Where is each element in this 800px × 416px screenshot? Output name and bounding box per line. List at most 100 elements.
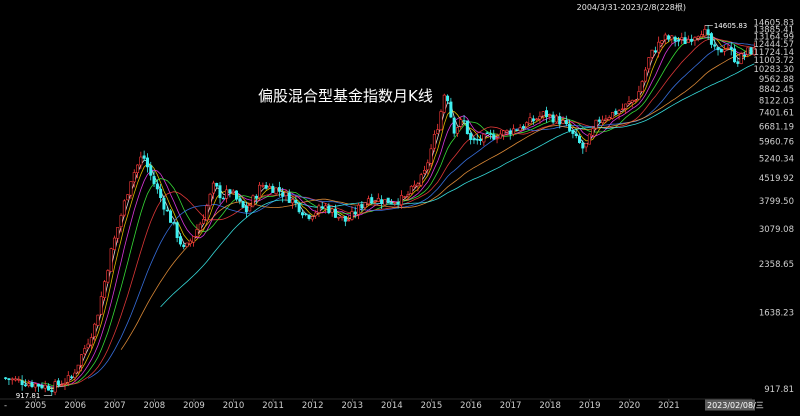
candle-body	[653, 50, 657, 53]
candle	[515, 129, 519, 131]
candle-body	[284, 192, 288, 196]
candle-body	[221, 197, 225, 200]
candle	[347, 215, 351, 222]
candle-body	[172, 222, 176, 224]
low-annotation: 917.81	[16, 392, 52, 400]
candle-body	[139, 156, 143, 166]
candle-body	[330, 208, 334, 213]
y-tick-label: 9562.88	[759, 75, 794, 85]
candle	[261, 182, 265, 188]
candle	[465, 120, 469, 135]
candle	[330, 207, 334, 217]
candle	[521, 124, 525, 131]
candle	[314, 210, 318, 219]
candles	[4, 25, 756, 396]
candle	[215, 182, 219, 188]
candle	[211, 180, 215, 199]
candle	[597, 116, 601, 125]
candle	[267, 183, 271, 189]
x-tick-label: 2020	[618, 401, 640, 411]
candle-body	[446, 95, 450, 102]
candle-body	[663, 34, 667, 41]
candle	[709, 31, 713, 49]
candle-body	[159, 188, 163, 199]
candle-body	[324, 205, 328, 209]
candle-body	[20, 380, 24, 386]
candle	[192, 236, 196, 247]
candle	[155, 179, 159, 194]
candle	[300, 209, 304, 219]
candle	[657, 36, 661, 58]
candle-body	[610, 112, 614, 119]
y-tick-label: 13885.41	[753, 25, 794, 35]
candle-body	[436, 129, 440, 134]
candle	[739, 51, 743, 65]
candle-body	[89, 337, 93, 346]
candle-body	[488, 133, 492, 135]
candle-body	[122, 200, 126, 216]
candle-body	[390, 202, 394, 204]
candle	[337, 216, 341, 221]
candle	[152, 170, 156, 187]
candle-body	[218, 185, 222, 199]
candle	[165, 206, 169, 212]
candle	[317, 203, 321, 218]
candle	[145, 153, 149, 173]
candle-body	[571, 130, 575, 134]
candle-body	[225, 189, 229, 199]
candle-body	[162, 197, 166, 210]
candle-body	[27, 383, 31, 387]
candle-body	[432, 134, 436, 149]
candle-body	[591, 128, 595, 136]
x-tick-label: 2010	[223, 401, 245, 411]
candle	[14, 376, 18, 382]
candle	[109, 247, 113, 272]
candle-body	[195, 229, 199, 237]
candle	[162, 195, 166, 216]
candle	[703, 25, 707, 38]
candle	[683, 31, 687, 45]
candle-body	[357, 204, 361, 215]
candle-body	[630, 99, 634, 103]
candle	[584, 143, 588, 153]
candle	[277, 181, 281, 197]
x-tick-label: 2008	[144, 401, 166, 411]
x-tick-label: 2011	[262, 401, 284, 411]
candle	[136, 164, 140, 179]
candle-body	[271, 185, 275, 193]
candle	[103, 280, 107, 301]
candle	[614, 108, 618, 116]
candle-body	[370, 197, 374, 204]
candle	[505, 129, 509, 136]
candle-body	[396, 202, 400, 205]
candle-body	[350, 211, 354, 220]
candle-body	[690, 38, 694, 42]
candle	[472, 136, 476, 144]
candle	[264, 182, 268, 190]
candle-body	[647, 57, 651, 70]
candle	[736, 58, 740, 67]
candle-body	[686, 39, 690, 43]
candle-body	[620, 108, 624, 110]
candle	[581, 140, 585, 154]
candle	[287, 189, 291, 203]
candle	[182, 242, 186, 250]
candle	[637, 85, 641, 100]
candle	[241, 200, 245, 209]
candle-body	[442, 94, 446, 113]
candle-body	[198, 223, 202, 231]
candle-body	[294, 199, 298, 204]
x-tick-label: 2013	[341, 401, 363, 411]
y-tick-label: 1638.23	[759, 308, 794, 318]
candle-body	[535, 118, 539, 121]
candle-body	[733, 48, 737, 63]
candle	[676, 37, 680, 47]
candle	[53, 379, 57, 396]
candle	[686, 35, 690, 44]
x-cursor-highlight	[705, 399, 755, 411]
candle-body	[624, 103, 628, 109]
y-tick-label: 10283.30	[753, 65, 794, 75]
candle-body	[304, 213, 308, 215]
candle-body	[594, 119, 598, 129]
candle-body	[30, 382, 34, 387]
